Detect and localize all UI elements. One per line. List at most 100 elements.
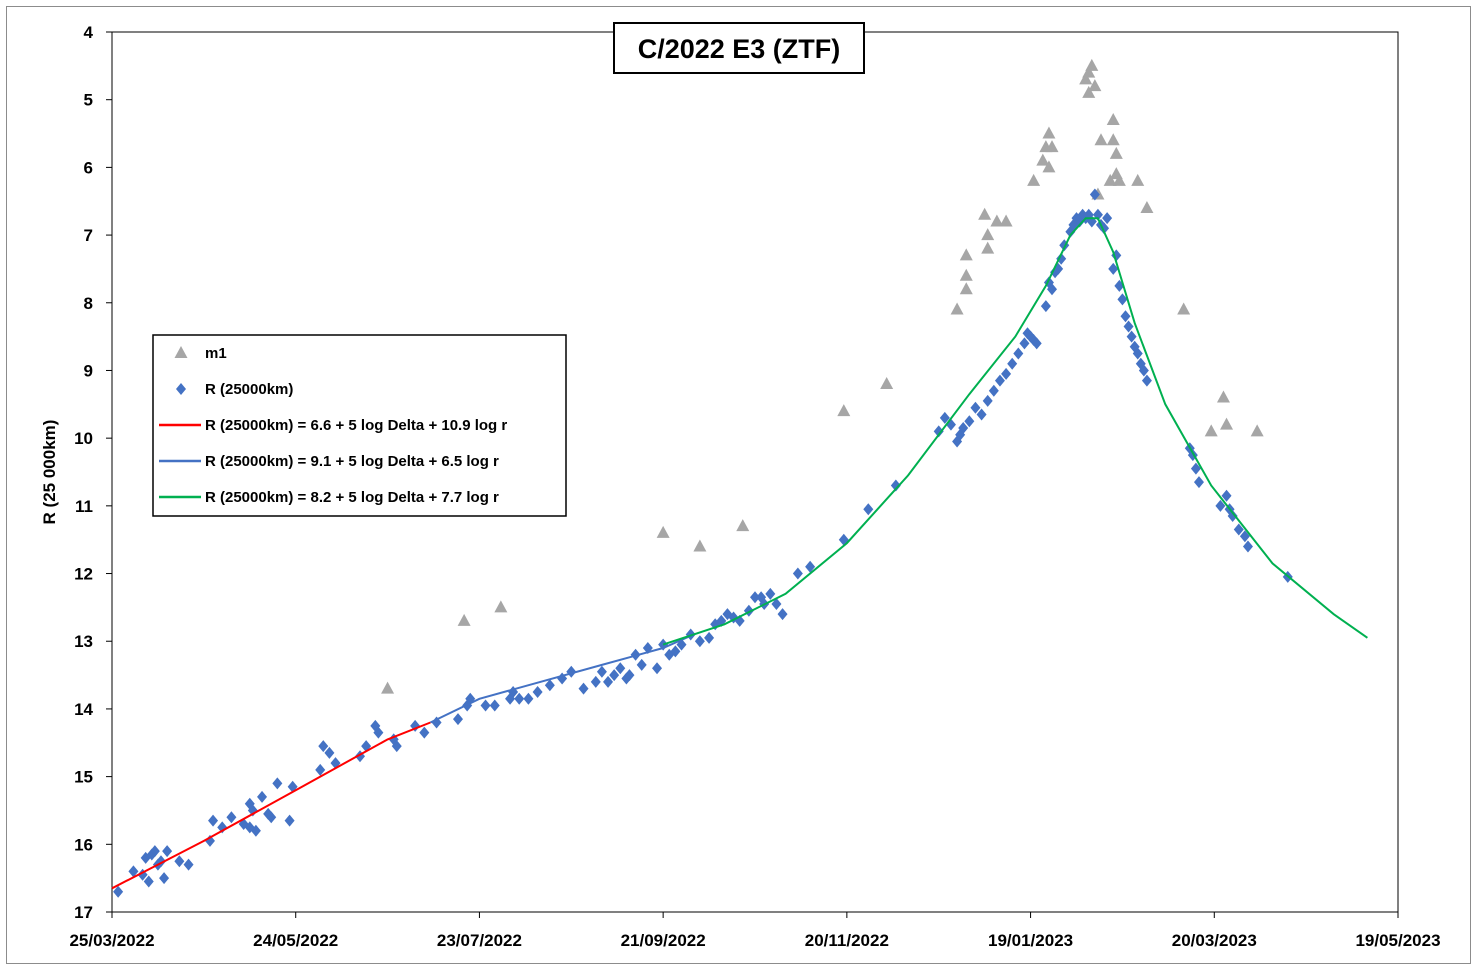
r-point [1190, 462, 1201, 475]
m1-point [1112, 173, 1126, 186]
x-tick-label: 25/03/2022 [69, 931, 154, 950]
y-tick-label: 4 [84, 23, 94, 42]
m1-point [736, 519, 750, 532]
m1-point [1140, 201, 1154, 213]
r-point [183, 858, 194, 871]
y-tick-label: 14 [74, 700, 93, 719]
m1-point [1036, 153, 1050, 166]
r-point [1056, 252, 1067, 265]
y-tick-label: 9 [84, 361, 93, 380]
r-point [750, 591, 760, 604]
chart-title: C/2022 E3 (ZTF) [638, 34, 841, 64]
r-point [624, 669, 635, 682]
m1-point [999, 214, 1013, 227]
y-axis: 4 5 6 7 8 9 10 11 12 13 14 15 16 17 [74, 23, 112, 922]
r-point [704, 631, 715, 644]
legend-label: R (25000km) = 8.2 + 5 log Delta + 7.7 lo… [205, 489, 499, 506]
m1-point [656, 525, 670, 538]
r-point [1102, 212, 1113, 225]
r-point [1227, 510, 1238, 522]
x-tick-label: 24/05/2022 [253, 931, 338, 950]
m1-point [959, 282, 973, 295]
r-point [1126, 330, 1137, 343]
r-point [792, 567, 803, 580]
legend-label: R (25000km) = 9.1 + 5 log Delta + 6.5 lo… [205, 453, 499, 470]
r-point [226, 811, 237, 824]
r-point [523, 692, 534, 705]
r-point [514, 692, 525, 705]
r-point [964, 415, 975, 428]
legend-label: R (25000km) = 6.6 + 5 log Delta + 10.9 l… [205, 417, 507, 434]
r-point [1141, 374, 1152, 387]
m1-point [1204, 424, 1218, 437]
r-point [982, 394, 993, 407]
r-point [1047, 283, 1058, 296]
y-tick-label: 11 [75, 497, 93, 516]
fit-line-4 [662, 217, 1368, 646]
r-point [1233, 523, 1244, 536]
m1-point [1079, 72, 1093, 85]
r-point [970, 401, 981, 414]
y-tick-label: 15 [74, 768, 93, 787]
r-point [670, 645, 681, 658]
r-point [1138, 364, 1149, 377]
fit-lines [111, 217, 1368, 890]
r-point [174, 855, 185, 868]
legend-label: R (25000km) [205, 381, 293, 398]
r-point [590, 675, 601, 688]
m1-point [978, 207, 992, 220]
m1-point [1042, 126, 1056, 139]
r-point [994, 374, 1005, 387]
r-point [544, 679, 555, 692]
m1-point [1106, 113, 1120, 125]
r-point [636, 658, 647, 671]
m1-point [1220, 417, 1234, 430]
r-point [1013, 347, 1024, 360]
legend-box [152, 334, 567, 517]
legend-items: m1 R (25000km) R (25000km) = 6.6 + 5 log D… [159, 345, 507, 506]
m1-point [1088, 79, 1102, 92]
r-point [318, 740, 329, 753]
r-point [452, 713, 463, 726]
chart-frame [6, 6, 1471, 964]
x-tick-label: 20/11/2022 [805, 931, 889, 950]
r-point [208, 814, 219, 827]
m1-point [1131, 173, 1145, 186]
x-tick-label: 19/01/2023 [988, 931, 1073, 950]
r-point [765, 587, 776, 600]
y-tick-label: 16 [74, 835, 93, 854]
m1-point [494, 600, 508, 613]
r-point [373, 726, 384, 739]
r-point [419, 726, 430, 739]
m1-point [1216, 390, 1230, 403]
r-point [284, 814, 295, 827]
r-point [1239, 530, 1250, 543]
r-point [489, 699, 500, 712]
m1-point [381, 681, 395, 694]
x-tick-label: 19/05/2023 [1355, 931, 1440, 950]
fit-line-3 [429, 633, 695, 724]
r-point [933, 425, 944, 438]
r-point [1215, 499, 1226, 512]
chart-title-box: C/2022 E3 (ZTF) [613, 22, 865, 74]
m1-point [1103, 173, 1117, 186]
r-point [694, 635, 705, 648]
r-point [771, 598, 782, 610]
r-point [988, 384, 999, 397]
r-point [128, 865, 139, 878]
r-point [431, 716, 442, 729]
r-point [890, 479, 901, 492]
r-point [272, 777, 283, 790]
legend-m1-marker [174, 346, 188, 358]
m1-point [1082, 85, 1096, 98]
r-point [532, 686, 543, 698]
r-point [257, 790, 268, 803]
r-point [391, 740, 402, 753]
r-point [1221, 489, 1232, 502]
r-point [315, 763, 326, 776]
fit-line-2 [111, 721, 431, 890]
r-point [143, 875, 154, 888]
r-point [805, 560, 816, 573]
r-point [1108, 262, 1119, 275]
m1-point [959, 248, 973, 261]
